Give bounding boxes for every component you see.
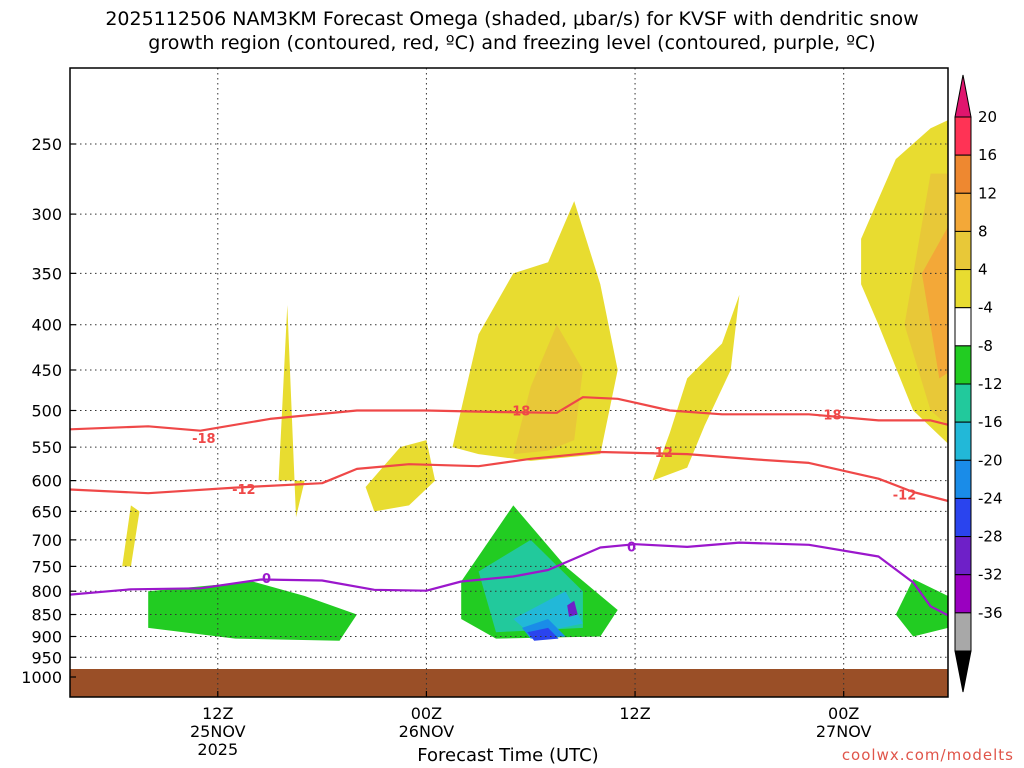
omega-region: [1000, 174, 1024, 395]
colorbar-label: -12: [978, 375, 1003, 393]
x-tick-label: 27NOV: [816, 722, 872, 741]
y-tick-label: 250: [31, 135, 62, 154]
x-tick-label: 00Z: [828, 704, 859, 723]
y-tick-label: 650: [31, 502, 62, 521]
y-tick-label: 500: [31, 402, 62, 421]
y-tick-label: 400: [31, 316, 62, 335]
omega-shading: [70, 120, 1024, 668]
omega-region: [1018, 214, 1024, 343]
x-axis-label: Forecast Time (UTC): [417, 745, 599, 766]
omega-region: [895, 579, 948, 637]
contour-label: 0: [627, 540, 636, 555]
colorbar-label: 12: [978, 184, 997, 202]
colorbar-segment: [954, 574, 972, 614]
colorbar-label: -28: [978, 528, 1003, 546]
colorbar-top-arrow: [954, 74, 972, 118]
x-tick-label: 2025: [197, 740, 238, 759]
x-tick-label: 12Z: [619, 704, 650, 723]
omega-region: [513, 591, 583, 635]
dgz-minus12-line: [70, 450, 948, 503]
colorbar-label: -24: [978, 489, 1003, 507]
y-tick-label: 750: [31, 557, 62, 576]
x-tick-label: 12Z: [202, 704, 233, 723]
contour-label: -18: [818, 408, 842, 423]
y-tick-label: 700: [31, 531, 62, 550]
colorbar-label: -20: [978, 451, 1003, 469]
omega-region: [365, 440, 436, 512]
chart-title-line-2: growth region (contoured, red, ºC) and f…: [148, 32, 876, 54]
x-tick-label: 25NOV: [190, 722, 246, 741]
omega-region: [652, 294, 740, 481]
colorbar-label: 4: [978, 261, 988, 279]
y-axis: 250 300 350 400 450 500 550 600 650 700 750 800 850 9…: [21, 135, 76, 687]
omega-region: [122, 505, 140, 567]
x-tick-label: 26NOV: [399, 722, 455, 741]
colorbar-segment: [954, 269, 972, 309]
y-tick-label: 300: [31, 205, 62, 224]
x-tick-label: 00Z: [411, 704, 442, 723]
contour-lines: [70, 396, 948, 617]
omega-region: [148, 581, 357, 641]
contour-label: -12: [232, 483, 256, 498]
colorbar-label: -16: [978, 413, 1003, 431]
colorbar-label: 8: [978, 222, 988, 240]
contour-label: -12: [649, 446, 673, 461]
dgz-minus18-line: [70, 396, 948, 432]
y-tick-label: 450: [31, 361, 62, 380]
y-tick-label: 350: [31, 264, 62, 283]
colorbar-label: -8: [978, 337, 993, 355]
colorbar-label: -4: [978, 299, 993, 317]
omega-region: [70, 440, 79, 518]
y-tick-label: 550: [31, 438, 62, 457]
y-tick-label: 850: [31, 606, 62, 625]
chart-title-line-1: 2025112506 NAM3KM Forecast Omega (shaded…: [105, 8, 919, 30]
colorbar-label: -36: [978, 604, 1003, 622]
y-tick-label: 800: [31, 582, 62, 601]
plot-frame: [69, 67, 949, 698]
colorbar-segment: [954, 307, 972, 347]
contour-labels: -18 -18 -18 -12 -12 -12 0 0: [192, 405, 916, 588]
colorbar: 20 16 12 8 4 -4 -8 -12 -16 -20 -24 -28 -32 -36: [954, 74, 1003, 693]
colorbar-segment: [954, 116, 972, 156]
watermark-link[interactable]: coolwx.com/modelts: [841, 746, 1014, 764]
ground-fill: [70, 669, 948, 697]
colorbar-segment: [954, 154, 972, 194]
contour-label: -12: [893, 488, 917, 503]
colorbar-label: 16: [978, 146, 997, 164]
y-tick-label: 900: [31, 627, 62, 646]
omega-region: [921, 226, 948, 379]
colorbar-segment: [954, 345, 972, 385]
y-tick-label: 1000: [21, 668, 62, 687]
omega-region: [527, 627, 559, 641]
colorbar-segment: [954, 612, 972, 652]
x-axis: 12Z25NOV202500Z26NOV12Z00Z27NOV12Z: [190, 691, 872, 759]
y-tick-label: 600: [31, 472, 62, 491]
colorbar-segment: [954, 383, 972, 423]
colorbar-segment: [954, 459, 972, 499]
colorbar-label: 20: [978, 108, 997, 126]
colorbar-segment: [954, 421, 972, 461]
contour-label: -18: [507, 405, 531, 420]
omega-region: [278, 305, 305, 518]
colorbar-label: -32: [978, 566, 1003, 584]
omega-region: [567, 600, 578, 617]
colorbar-bottom-arrow: [954, 650, 972, 693]
y-tick-label: 950: [31, 648, 62, 667]
colorbar-segment: [954, 536, 972, 576]
omega-region: [513, 324, 583, 455]
gridlines: [70, 68, 948, 697]
colorbar-segment: [954, 497, 972, 538]
freezing-level-line: [70, 541, 948, 617]
contour-label: -18: [192, 432, 216, 447]
colorbar-segment: [954, 192, 972, 232]
contour-label: 0: [262, 572, 271, 587]
colorbar-segment: [954, 230, 972, 271]
